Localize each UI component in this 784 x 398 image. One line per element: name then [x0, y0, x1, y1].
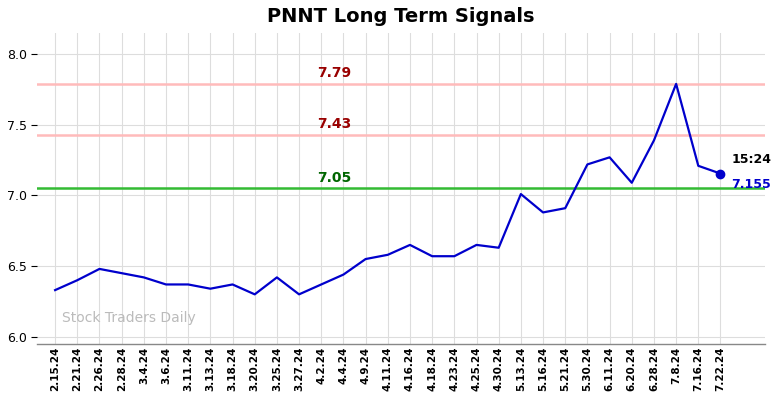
Text: 7.05: 7.05 — [318, 171, 352, 185]
Text: 7.43: 7.43 — [318, 117, 352, 131]
Title: PNNT Long Term Signals: PNNT Long Term Signals — [267, 7, 535, 26]
Text: 7.79: 7.79 — [318, 66, 352, 80]
Text: Stock Traders Daily: Stock Traders Daily — [62, 311, 195, 325]
Text: 15:24: 15:24 — [731, 153, 771, 166]
Text: 7.155: 7.155 — [731, 178, 771, 191]
